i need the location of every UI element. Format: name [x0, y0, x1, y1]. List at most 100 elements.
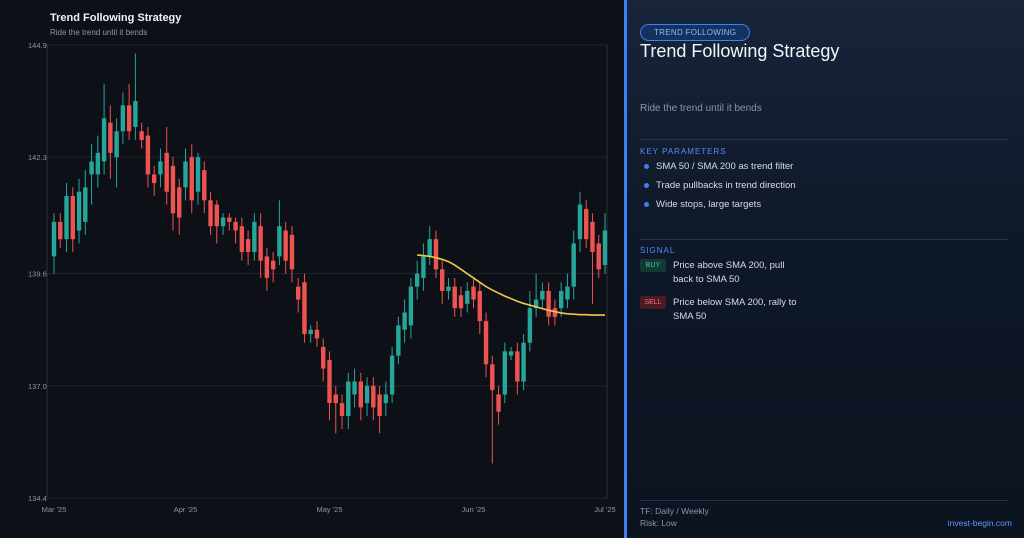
candle-body — [183, 161, 188, 188]
candle-body — [584, 208, 589, 240]
param-text: Trade pullbacks in trend direction — [656, 180, 796, 191]
y-tick-label: 134.4 — [28, 494, 47, 503]
x-tick-label: Apr '25 — [174, 505, 198, 514]
candle-body — [120, 105, 126, 132]
candle-body — [533, 299, 539, 309]
candle-body — [502, 351, 508, 395]
candle-body — [283, 230, 288, 261]
candle-body — [245, 239, 251, 253]
candle-body — [358, 381, 364, 408]
chart-title: Trend Following Strategy — [50, 12, 182, 24]
candle-body — [126, 105, 132, 132]
candle-body — [427, 239, 432, 257]
candle-body — [540, 290, 545, 300]
badge: TREND FOLLOWING — [640, 24, 751, 41]
section-heading: SIGNAL — [640, 246, 676, 255]
candle-body — [270, 260, 276, 270]
candle-body — [571, 243, 576, 287]
signal-text: Price below SMA 200, rally to SMA 50 — [673, 297, 797, 322]
candle-body — [496, 394, 501, 412]
candle-body — [252, 221, 257, 253]
candle-body — [314, 329, 320, 339]
candle-body — [133, 101, 138, 127]
candle-body — [577, 204, 583, 240]
chart-subtitle: Ride the trend until it bends — [50, 28, 147, 37]
candle-body — [433, 239, 439, 270]
candle-body — [483, 321, 489, 365]
candle-body — [158, 161, 163, 175]
candle-body — [145, 135, 151, 175]
candle-body — [590, 221, 595, 253]
x-tick-label: Jun '25 — [462, 505, 486, 514]
candle-body — [308, 329, 313, 335]
candle-body — [214, 204, 219, 227]
candle-body — [195, 157, 201, 192]
candle-body — [83, 187, 88, 222]
candle-body — [596, 243, 601, 270]
candle-body — [465, 290, 470, 304]
candle-body — [95, 152, 101, 175]
candle-body — [471, 286, 476, 300]
y-tick-label: 137.0 — [28, 382, 47, 391]
candle-body — [239, 226, 245, 253]
y-tick-label: 144.9 — [28, 41, 47, 50]
candle-body — [289, 234, 295, 270]
candle-body — [333, 394, 338, 404]
divider — [640, 500, 1008, 501]
x-tick-label: Jul '25 — [594, 505, 615, 514]
candle-body — [208, 200, 213, 227]
y-tick-label: 139.6 — [28, 270, 47, 279]
candle-body — [602, 230, 608, 266]
candle-body — [389, 355, 395, 395]
candle-body — [440, 269, 445, 291]
candle-body — [220, 217, 226, 227]
candle-body — [458, 295, 464, 309]
candle-body — [177, 187, 182, 218]
candle-body — [383, 394, 389, 404]
candle-body — [114, 131, 119, 158]
side-panel: TREND FOLLOWING Trend Following Strategy… — [624, 0, 1024, 538]
candle-body — [108, 122, 113, 153]
candle-body — [139, 131, 144, 140]
candle-body — [396, 325, 401, 356]
candle-body — [302, 282, 307, 335]
candle-body — [51, 221, 57, 257]
param-text: Wide stops, large targets — [656, 199, 762, 210]
x-tick-label: May '25 — [316, 505, 342, 514]
candle-body — [452, 286, 457, 309]
candle-body — [558, 290, 564, 309]
param: Trade pullbacks in trend direction — [644, 180, 796, 191]
candle-body — [408, 286, 414, 326]
panel-subtitle: Ride the trend until it bends — [640, 103, 762, 114]
footer-text: Risk: Low — [640, 518, 677, 528]
candle-body — [402, 312, 407, 330]
candle-body — [101, 118, 107, 162]
candle-body — [477, 290, 482, 322]
sma-line — [417, 254, 605, 316]
footer-text: TF: Daily / Weekly — [640, 506, 709, 516]
y-tick-label: 142.3 — [28, 153, 47, 162]
candle-body — [58, 221, 63, 240]
param: Wide stops, large targets — [644, 199, 762, 210]
brand: invest-begin.com — [947, 518, 1012, 528]
candle-body — [364, 385, 370, 404]
candle-body — [508, 351, 514, 356]
candle-body — [546, 290, 551, 317]
divider — [640, 239, 1008, 240]
candle-body — [233, 221, 238, 231]
param-text: SMA 50 / SMA 200 as trend filter — [656, 161, 794, 172]
candle-body — [170, 165, 176, 214]
chart: Trend Following Strategy Ride the trend … — [0, 0, 620, 538]
candle-body — [346, 381, 351, 417]
candle-body — [421, 256, 426, 278]
candle-body — [377, 394, 382, 417]
candle-body — [258, 226, 263, 261]
chart-background — [0, 0, 620, 538]
candle-body — [151, 174, 157, 184]
candle-body — [64, 196, 69, 240]
section-heading: KEY PARAMETERS — [640, 147, 727, 156]
candle-body — [164, 152, 169, 192]
candle-body — [264, 256, 270, 278]
candle-body — [76, 191, 82, 231]
